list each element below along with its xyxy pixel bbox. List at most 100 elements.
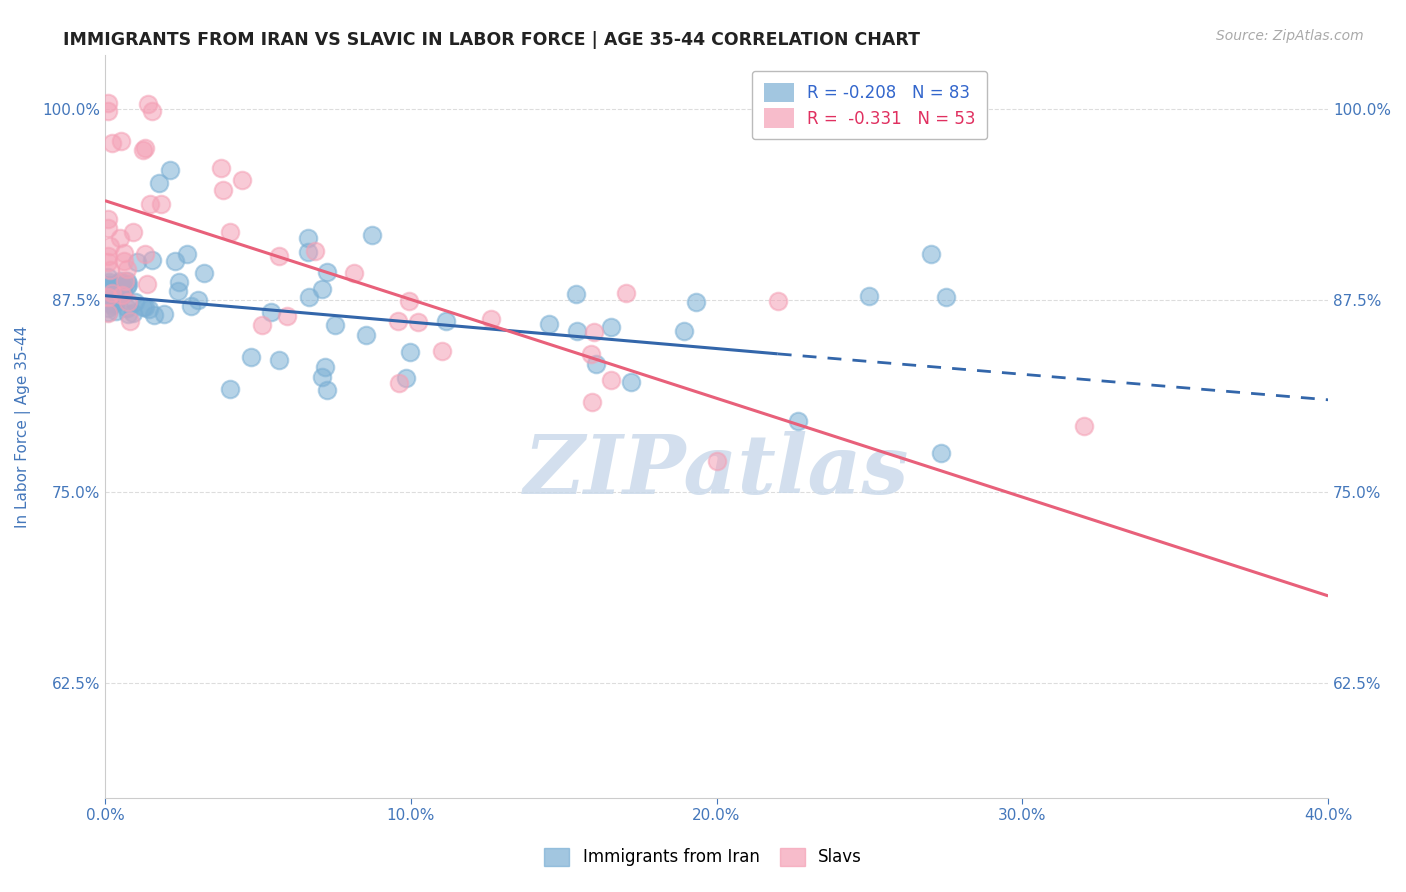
Point: [138, 302, 160, 317]
Point: [354, 328, 377, 343]
Point: [267, 352, 290, 367]
Point: [600, 319, 623, 334]
Point: [108, 231, 131, 245]
Point: [614, 285, 637, 300]
Point: [929, 446, 952, 460]
Point: [360, 228, 382, 243]
Point: [218, 225, 240, 239]
Point: [117, 274, 139, 288]
Point: [165, 254, 187, 268]
Point: [211, 183, 233, 197]
Point: [150, 197, 173, 211]
Point: [136, 96, 159, 111]
Point: [103, 291, 125, 305]
Point: [343, 266, 366, 280]
Point: [297, 290, 319, 304]
Point: [111, 287, 134, 301]
Point: [97, 277, 120, 292]
Point: [97, 220, 120, 235]
Point: [112, 279, 135, 293]
Point: [127, 254, 149, 268]
Point: [180, 300, 202, 314]
Point: [187, 293, 209, 308]
Point: [100, 278, 122, 293]
Point: [120, 313, 142, 327]
Point: [103, 293, 125, 308]
Point: [98, 263, 121, 277]
Point: [766, 293, 789, 308]
Point: [117, 279, 139, 293]
Point: [121, 225, 143, 239]
Point: [105, 293, 128, 308]
Point: [105, 304, 128, 318]
Point: [134, 246, 156, 260]
Point: [97, 301, 120, 315]
Point: [134, 300, 156, 314]
Point: [276, 309, 298, 323]
Point: [311, 282, 333, 296]
Point: [98, 277, 121, 292]
Point: [581, 347, 603, 361]
Point: [430, 344, 453, 359]
Point: [97, 289, 120, 303]
Point: [395, 371, 418, 385]
Text: ZIPatlas: ZIPatlas: [524, 431, 910, 511]
Point: [398, 293, 420, 308]
Point: [315, 265, 337, 279]
Point: [108, 274, 131, 288]
Point: [98, 277, 121, 292]
Point: [565, 286, 588, 301]
Point: [139, 197, 162, 211]
Point: [117, 277, 139, 291]
Point: [141, 252, 163, 267]
Point: [538, 317, 561, 331]
Point: [152, 307, 174, 321]
Point: [148, 176, 170, 190]
Text: Source: ZipAtlas.com: Source: ZipAtlas.com: [1216, 29, 1364, 43]
Point: [98, 278, 121, 293]
Point: [98, 285, 121, 300]
Point: [567, 324, 589, 338]
Point: [685, 295, 707, 310]
Point: [219, 383, 242, 397]
Point: [260, 304, 283, 318]
Point: [1073, 419, 1095, 434]
Point: [97, 255, 120, 269]
Point: [117, 307, 139, 321]
Point: [97, 295, 120, 310]
Point: [406, 315, 429, 329]
Point: [101, 298, 124, 312]
Point: [159, 163, 181, 178]
Point: [136, 277, 159, 291]
Point: [131, 300, 153, 314]
Point: [97, 104, 120, 119]
Point: [935, 290, 957, 304]
Point: [115, 301, 138, 316]
Point: [858, 288, 880, 302]
Point: [388, 376, 411, 391]
Legend: Immigrants from Iran, Slavs: Immigrants from Iran, Slavs: [536, 839, 870, 875]
Point: [316, 383, 339, 397]
Point: [920, 247, 942, 261]
Point: [108, 291, 131, 305]
Point: [314, 360, 336, 375]
Point: [97, 248, 120, 262]
Point: [209, 161, 232, 175]
Point: [706, 453, 728, 467]
Point: [143, 308, 166, 322]
Point: [193, 266, 215, 280]
Legend: R = -0.208   N = 83, R =  -0.331   N = 53: R = -0.208 N = 83, R = -0.331 N = 53: [752, 70, 987, 139]
Point: [114, 274, 136, 288]
Point: [97, 270, 120, 285]
Point: [387, 314, 409, 328]
Point: [304, 244, 326, 258]
Point: [479, 312, 502, 326]
Point: [166, 285, 188, 299]
Point: [297, 231, 319, 245]
Point: [97, 211, 120, 226]
Point: [585, 358, 607, 372]
Point: [124, 295, 146, 310]
Point: [111, 285, 134, 299]
Point: [111, 288, 134, 302]
Point: [110, 134, 132, 148]
